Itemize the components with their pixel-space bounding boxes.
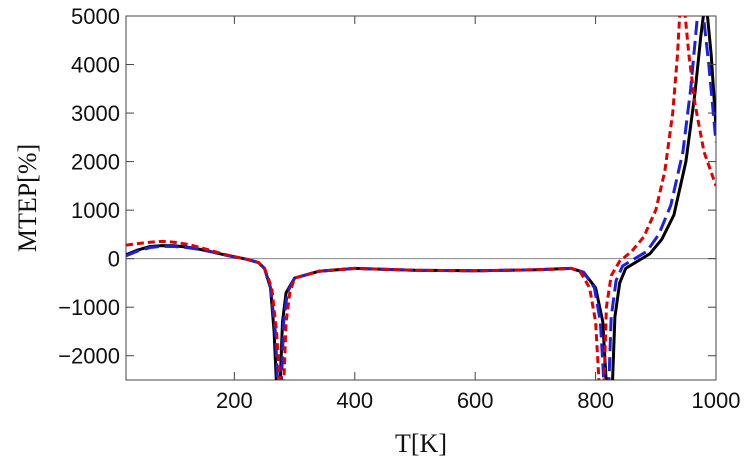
- y-axis-title: MTEP[%]: [13, 144, 42, 252]
- y-tick-label: 4000: [71, 53, 120, 78]
- x-tick-label: 800: [577, 388, 614, 413]
- plot-frame: [125, 15, 717, 381]
- y-tick-label: 0: [108, 247, 120, 272]
- y-tick-label: 3000: [71, 101, 120, 126]
- y-tick-label: −2000: [58, 344, 120, 369]
- x-tick-label: 200: [216, 388, 253, 413]
- x-axis-title: T[K]: [395, 429, 447, 458]
- x-tick-label: 400: [336, 388, 373, 413]
- series-line-2: [126, 16, 716, 380]
- series-line-3: [126, 16, 716, 380]
- y-tick-label: 5000: [71, 4, 120, 29]
- y-tick-label: 1000: [71, 198, 120, 223]
- y-tick-label: −1000: [58, 295, 120, 320]
- x-tick-label: 600: [457, 388, 494, 413]
- y-tick-label: 2000: [71, 150, 120, 175]
- x-tick-label: 1000: [692, 388, 741, 413]
- series-line-1: [126, 16, 716, 380]
